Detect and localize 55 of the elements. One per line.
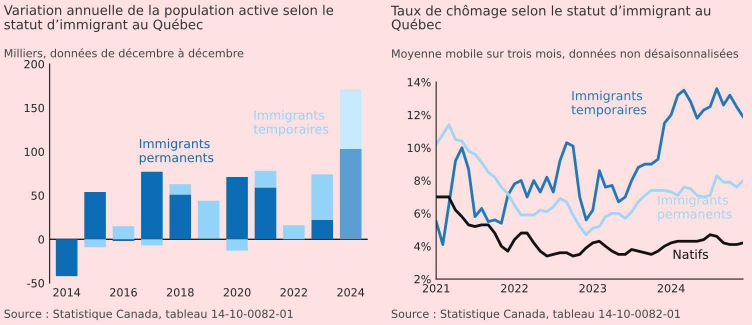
bar	[226, 177, 248, 240]
bar	[226, 239, 248, 251]
line-series	[436, 196, 743, 258]
bar	[169, 194, 192, 240]
series-label: Natifs	[674, 249, 708, 260]
chart-subtitle: Milliers, données de décembre à décembre	[4, 48, 244, 58]
y-tick-label: 0	[38, 235, 44, 244]
bar	[254, 170, 276, 188]
y-tick-label: 4%	[414, 242, 431, 251]
bar	[141, 172, 163, 240]
y-tick-label: 14%	[408, 78, 431, 86]
bar	[340, 89, 362, 150]
y-tick-label: 12%	[408, 110, 431, 120]
bar	[311, 174, 334, 220]
bar	[84, 239, 106, 248]
bar	[56, 239, 78, 276]
line-series	[436, 123, 743, 236]
series-label: Immigrants temporaires	[571, 90, 646, 117]
line-series	[436, 87, 743, 246]
x-tick-label: 2024	[337, 288, 364, 297]
chart-title: Taux de chômage selon le statut d’immigrant au Québec	[391, 4, 710, 31]
bar	[84, 192, 106, 240]
x-tick-label: 2016	[110, 288, 137, 297]
y-tick-label: 6%	[414, 209, 431, 218]
x-tick-label: 2018	[166, 288, 194, 297]
bar	[311, 220, 334, 240]
bar	[254, 188, 276, 240]
x-tick-label: 2022	[501, 284, 528, 292]
x-tick-label: 2021	[422, 284, 450, 292]
bar	[198, 200, 220, 238]
y-tick-label: 2%	[414, 274, 431, 284]
bar	[283, 225, 305, 240]
y-tick-label: 8%	[414, 176, 431, 185]
x-tick-label: 2014	[53, 288, 80, 297]
x-tick-label: 2024	[658, 284, 685, 292]
series-label: Immigrants permanents	[658, 195, 732, 222]
y-tick-label: 200	[24, 60, 44, 68]
chart-title: Variation annuelle de la population active selon le statut d’immigrant au Québec	[4, 4, 334, 32]
source-note: Source : Statistique Canada, tableau 14-10-0082-01	[392, 309, 680, 320]
y-tick-label: 150	[24, 104, 44, 112]
y-tick-label: -50	[27, 279, 44, 288]
bar	[112, 226, 134, 240]
x-tick-label: 2020	[224, 288, 250, 297]
x-tick-label: 2022	[280, 288, 307, 297]
series-label: Immigrants temporaires	[254, 110, 328, 136]
y-tick-label: 10%	[408, 144, 431, 152]
bar	[141, 239, 163, 246]
y-tick-label: 50	[31, 191, 44, 200]
series-label: Immigrants permanents	[140, 138, 214, 165]
chart-subtitle: Moyenne mobile sur trois mois, données non désaisonnalisées	[392, 48, 738, 60]
x-tick-label: 2023	[579, 284, 606, 292]
bar	[340, 149, 362, 240]
y-tick-label: 100	[24, 148, 44, 156]
source-note: Source : Statistique Canada, tableau 14-10-0082-01	[4, 309, 293, 320]
bar	[169, 184, 192, 195]
